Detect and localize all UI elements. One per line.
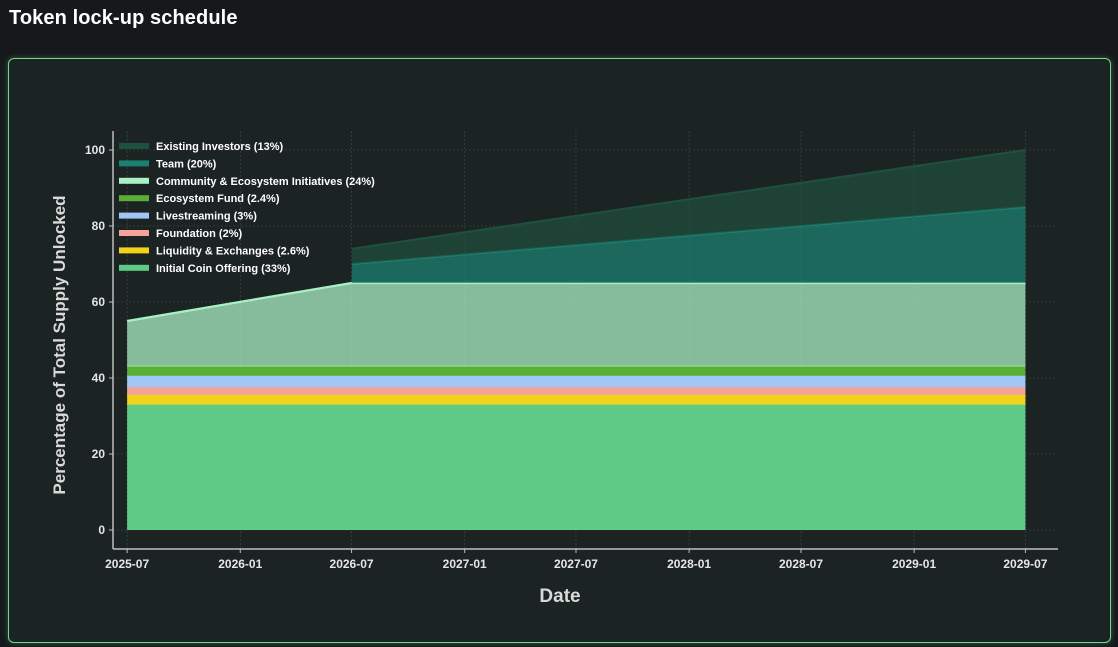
legend-swatch (119, 264, 149, 271)
area-4 (127, 366, 1026, 376)
x-tick-label: 2026-07 (330, 557, 374, 571)
y-tick-label: 60 (92, 295, 106, 309)
legend-swatch (119, 195, 149, 202)
x-tick-label: 2027-07 (554, 557, 598, 571)
chart-card: 2025-07 2026-01 2026-07 2027-01 2027-07 2028-… (8, 58, 1111, 643)
area-6 (127, 207, 1026, 321)
legend-label: Livestreaming (3%) (156, 211, 257, 223)
legend-label: Liquidity & Exchanges (2.6%) (156, 245, 310, 257)
legend-swatch (119, 212, 149, 219)
legend-label: Initial Coin Offering (33%) (156, 263, 291, 275)
x-tick-label: 2027-01 (443, 557, 487, 571)
y-tick-label: 20 (92, 447, 106, 461)
page-header: Token lock-up schedule (0, 0, 1118, 50)
legend-swatch (119, 230, 149, 236)
legend-label: Team (20%) (156, 158, 217, 170)
area-1 (127, 394, 1026, 405)
x-tick-label: 2029-01 (892, 557, 936, 571)
axis-layer: 2025-07 2026-01 2026-07 2027-01 2027-07 2028-… (85, 131, 1058, 571)
legend-label: Ecosystem Fund (2.4%) (156, 193, 280, 205)
y-tick-label: 80 (92, 219, 106, 233)
legend-label: Foundation (2%) (156, 228, 242, 240)
area-5 (127, 283, 1026, 367)
area-3 (127, 375, 1026, 388)
x-tick-label: 2029-07 (1003, 557, 1047, 571)
y-axis-label: Percentage of Total Supply Unlocked (50, 195, 69, 494)
y-tick-label: 40 (92, 371, 106, 385)
legend-swatch (119, 247, 149, 254)
x-tick-label: 2028-01 (667, 557, 711, 571)
area-2 (127, 387, 1026, 395)
area-7 (127, 150, 1026, 321)
y-tick-label: 100 (85, 143, 105, 157)
series-line-7 (352, 148, 1026, 250)
area-layer (126, 148, 1026, 530)
legend: Existing Investors (13%) Team (20%) Commun… (119, 141, 375, 275)
x-tick-label: 2025-07 (105, 557, 149, 571)
legend-swatch (119, 143, 149, 149)
area-0 (127, 404, 1026, 530)
y-tick-label: 0 (98, 523, 105, 537)
legend-swatch (119, 177, 149, 184)
legend-label: Community & Ecosystem Initiatives (24%) (156, 176, 375, 188)
legend-label: Existing Investors (13%) (156, 141, 283, 153)
x-tick-label: 2026-01 (218, 557, 262, 571)
x-axis-label: Date (539, 586, 580, 607)
area-chart: 2025-07 2026-01 2026-07 2027-01 2027-07 2028-… (50, 131, 1058, 607)
x-tick-label: 2028-07 (779, 557, 823, 571)
legend-swatch (119, 160, 149, 167)
page-title: Token lock-up schedule (9, 7, 238, 29)
